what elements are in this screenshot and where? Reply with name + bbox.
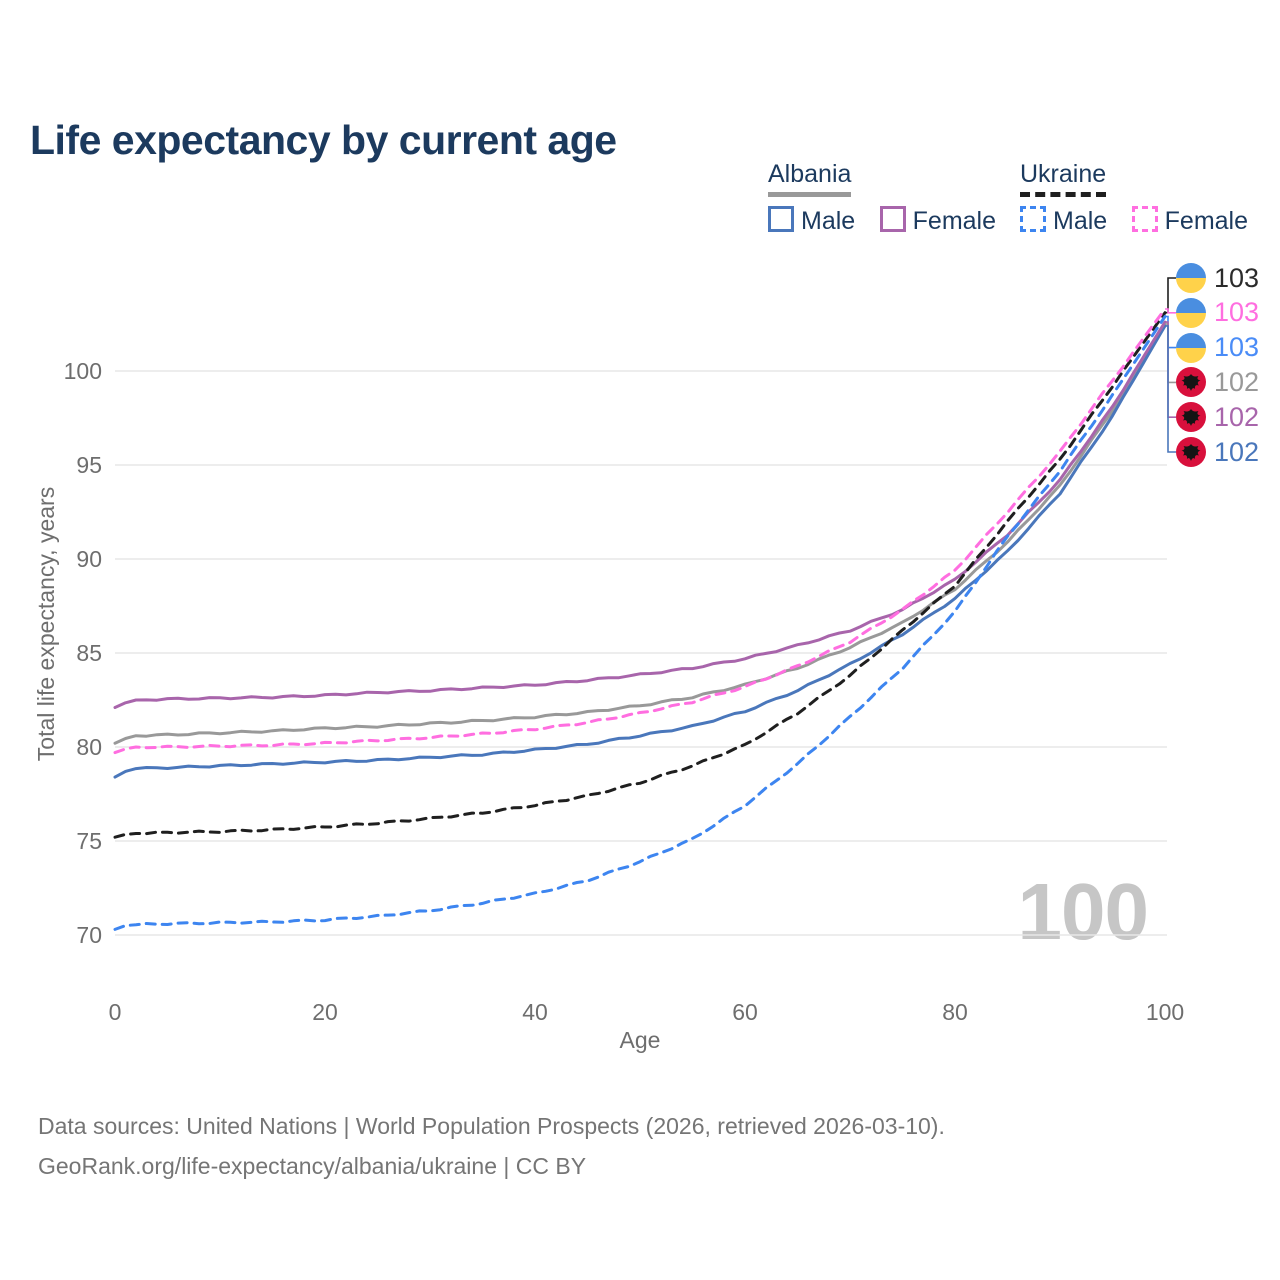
end-label-row-albania-female: 102 (1176, 400, 1259, 434)
x-tick-20: 20 (312, 999, 338, 1025)
legend-country-albania[interactable]: Albania (768, 160, 852, 197)
series-line-albania-male (113, 324, 1167, 779)
x-axis-title: Age (619, 1027, 661, 1053)
legend-item-ukraine-male[interactable]: Male (1020, 206, 1108, 235)
end-label-connector-3 (1165, 323, 1176, 384)
x-tick-60: 60 (732, 999, 758, 1025)
footer-attribution: GeoRank.org/life-expectancy/albania/ukra… (38, 1153, 587, 1179)
end-label-value: 102 (1214, 436, 1260, 467)
ukraine-male-label: Male (1053, 207, 1108, 235)
y-tick-85: 85 (76, 640, 102, 666)
series-line-ukraine-female (113, 307, 1167, 755)
end-label-value: 103 (1214, 262, 1260, 293)
albania-male-swatch (768, 206, 794, 232)
y-tick-70: 70 (76, 922, 102, 948)
end-label-row-ukraine-female: 103 (1176, 296, 1259, 330)
end-label-value: 102 (1214, 401, 1260, 432)
series-line-albania (113, 322, 1167, 745)
legend-group-ukraine: Ukraine Male Female (1020, 160, 1268, 236)
end-label-connector-1 (1165, 308, 1176, 314)
ukraine-female-swatch (1131, 206, 1158, 232)
x-tick-80: 80 (942, 999, 968, 1025)
ukraine-flag-icon (1176, 297, 1206, 328)
y-tick-100: 100 (63, 358, 102, 384)
albania-female-swatch (879, 206, 906, 232)
albania-flag-icon (1176, 437, 1206, 467)
page-title: Life expectancy by current age (30, 117, 617, 164)
end-label-value: 103 (1214, 297, 1260, 328)
x-tick-100: 100 (1145, 999, 1185, 1025)
ukraine-line-style-sample (1020, 192, 1107, 197)
albania-female-label: Female (912, 207, 997, 235)
end-label-connector-5 (1165, 325, 1176, 453)
end-label-row-ukraine-male: 103 (1176, 331, 1259, 365)
end-label-row-albania-male: 102 (1176, 435, 1259, 469)
y-tick-95: 95 (76, 452, 102, 478)
legend-item-albania-female[interactable]: Female (879, 206, 997, 235)
ukraine-male-swatch (1020, 206, 1046, 232)
series-line-ukraine-male (113, 315, 1167, 931)
legend-country-ukraine[interactable]: Ukraine (1020, 160, 1107, 197)
legend-group-albania: Albania Male Female (768, 160, 1016, 236)
albania-flag-icon (1176, 367, 1206, 398)
y-axis-title: Total life expectancy, years (33, 486, 59, 762)
ukraine-flag-icon (1176, 263, 1206, 293)
series-line-ukraine (113, 311, 1167, 839)
x-tick-0: 0 (108, 999, 122, 1025)
x-tick-40: 40 (522, 999, 548, 1025)
end-label-connector-0 (1165, 277, 1176, 314)
y-tick-90: 90 (76, 546, 102, 572)
ukraine-flag-icon (1176, 332, 1206, 363)
legend-item-ukraine-female[interactable]: Female (1131, 206, 1249, 235)
legend-item-albania-male[interactable]: Male (768, 206, 856, 235)
end-label-value: 103 (1214, 332, 1260, 363)
ukraine-female-label: Female (1164, 207, 1249, 235)
albania-male-label: Male (801, 207, 856, 235)
albania-flag-icon (1176, 402, 1206, 433)
age-watermark: 100 (1017, 867, 1149, 956)
footer-data-sources: Data sources: United Nations | World Pop… (38, 1113, 945, 1139)
end-label-connector-4 (1165, 321, 1176, 419)
legend-country-albania-label: Albania (768, 160, 852, 188)
end-label-value: 102 (1214, 366, 1260, 397)
end-label-connector-2 (1165, 315, 1176, 349)
y-tick-75: 75 (76, 828, 102, 854)
legend-country-ukraine-label: Ukraine (1020, 160, 1107, 188)
end-label-row-ukraine: 103 (1176, 261, 1259, 295)
end-label-row-albania: 102 (1176, 365, 1259, 399)
y-tick-80: 80 (76, 734, 102, 760)
footer: Data sources: United Nations | World Pop… (38, 1106, 945, 1186)
series-line-albania-female (113, 320, 1167, 709)
albania-line-style-sample (768, 192, 852, 197)
